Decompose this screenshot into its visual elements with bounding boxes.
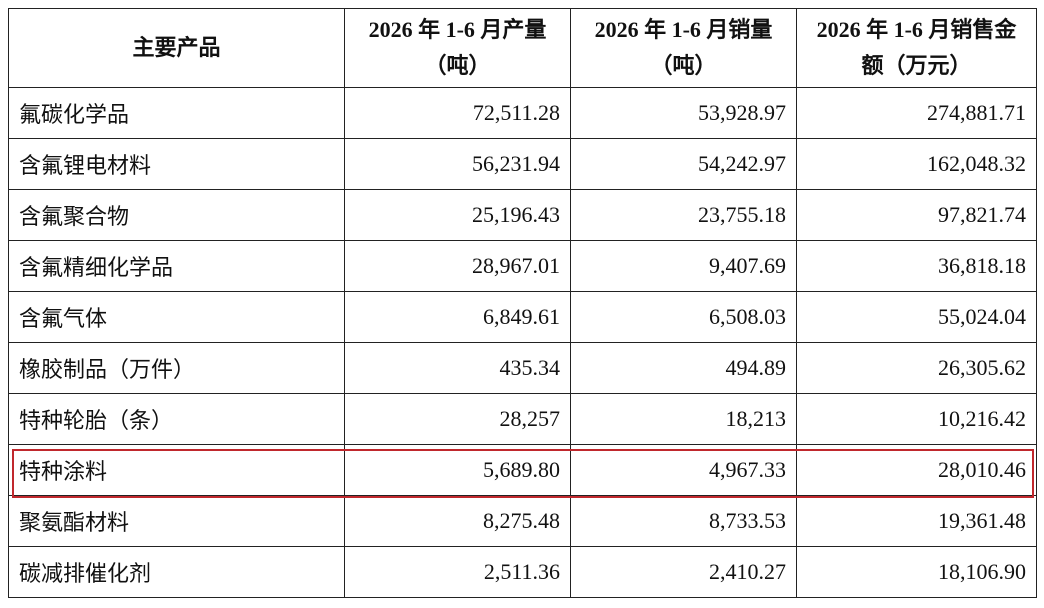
header-row: 主要产品 2026 年 1-6 月产量（吨） 2026 年 1-6 月销量（吨） 20… <box>8 8 1037 88</box>
number-cell: 6,849.61 <box>344 291 571 343</box>
product-cell: 含氟精细化学品 <box>8 240 345 292</box>
number-cell: 9,407.69 <box>570 240 797 292</box>
number-cell: 18,106.90 <box>796 546 1037 598</box>
number-cell: 28,010.46 <box>796 444 1037 496</box>
number-cell: 36,818.18 <box>796 240 1037 292</box>
number-cell: 19,361.48 <box>796 495 1037 547</box>
number-cell: 56,231.94 <box>344 138 571 190</box>
number-cell: 10,216.42 <box>796 393 1037 445</box>
number-cell: 55,024.04 <box>796 291 1037 343</box>
product-cell: 橡胶制品（万件） <box>8 342 345 394</box>
table-row: 含氟精细化学品 28,967.01 9,407.69 36,818.18 <box>8 240 1037 292</box>
number-cell: 23,755.18 <box>570 189 797 241</box>
number-cell: 54,242.97 <box>570 138 797 190</box>
number-cell: 4,967.33 <box>570 444 797 496</box>
number-cell: 8,275.48 <box>344 495 571 547</box>
number-cell: 2,410.27 <box>570 546 797 598</box>
product-cell: 特种涂料 <box>8 444 345 496</box>
number-cell: 8,733.53 <box>570 495 797 547</box>
number-cell: 97,821.74 <box>796 189 1037 241</box>
table-body: 氟碳化学品 72,511.28 53,928.97 274,881.71 含氟锂电材料 5… <box>8 87 1037 598</box>
product-cell: 含氟聚合物 <box>8 189 345 241</box>
number-cell: 2,511.36 <box>344 546 571 598</box>
header-cell: 2026 年 1-6 月产量（吨） <box>344 8 571 88</box>
product-cell: 氟碳化学品 <box>8 87 345 139</box>
table-row: 橡胶制品（万件） 435.34 494.89 26,305.62 <box>8 342 1037 394</box>
product-cell: 含氟气体 <box>8 291 345 343</box>
product-cell: 碳减排催化剂 <box>8 546 345 598</box>
header-cell: 主要产品 <box>8 8 345 88</box>
table-row: 聚氨酯材料 8,275.48 8,733.53 19,361.48 <box>8 495 1037 547</box>
table-row: 含氟聚合物 25,196.43 23,755.18 97,821.74 <box>8 189 1037 241</box>
number-cell: 494.89 <box>570 342 797 394</box>
header-cell: 2026 年 1-6 月销量（吨） <box>570 8 797 88</box>
number-cell: 72,511.28 <box>344 87 571 139</box>
table-row: 碳减排催化剂 2,511.36 2,410.27 18,106.90 <box>8 546 1037 598</box>
table-row: 含氟气体 6,849.61 6,508.03 55,024.04 <box>8 291 1037 343</box>
number-cell: 162,048.32 <box>796 138 1037 190</box>
header-cell: 2026 年 1-6 月销售金额（万元） <box>796 8 1037 88</box>
number-cell: 26,305.62 <box>796 342 1037 394</box>
table-row: 氟碳化学品 72,511.28 53,928.97 274,881.71 <box>8 87 1037 139</box>
number-cell: 435.34 <box>344 342 571 394</box>
table-row: 特种涂料 5,689.80 4,967.33 28,010.46 <box>8 444 1037 496</box>
product-cell: 含氟锂电材料 <box>8 138 345 190</box>
table-row: 含氟锂电材料 56,231.94 54,242.97 162,048.32 <box>8 138 1037 190</box>
number-cell: 28,967.01 <box>344 240 571 292</box>
number-cell: 53,928.97 <box>570 87 797 139</box>
table-row: 特种轮胎（条） 28,257 18,213 10,216.42 <box>8 393 1037 445</box>
product-cell: 特种轮胎（条） <box>8 393 345 445</box>
number-cell: 6,508.03 <box>570 291 797 343</box>
number-cell: 18,213 <box>570 393 797 445</box>
number-cell: 5,689.80 <box>344 444 571 496</box>
number-cell: 28,257 <box>344 393 571 445</box>
product-table: 主要产品 2026 年 1-6 月产量（吨） 2026 年 1-6 月销量（吨） 20… <box>8 8 1037 598</box>
number-cell: 25,196.43 <box>344 189 571 241</box>
table-wrap: 主要产品 2026 年 1-6 月产量（吨） 2026 年 1-6 月销量（吨） 20… <box>8 8 1037 598</box>
product-cell: 聚氨酯材料 <box>8 495 345 547</box>
number-cell: 274,881.71 <box>796 87 1037 139</box>
